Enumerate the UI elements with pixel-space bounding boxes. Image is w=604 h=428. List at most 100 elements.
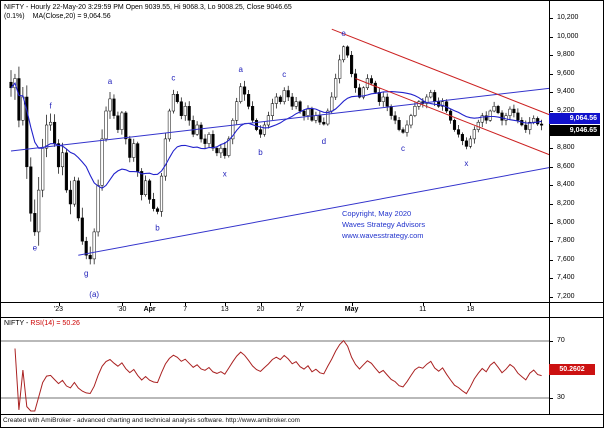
candle-body <box>17 78 21 121</box>
candle-body <box>452 120 457 130</box>
candle-body <box>314 115 318 121</box>
price-axis-tick <box>550 148 553 150</box>
wave-label: b <box>155 223 160 232</box>
candle-body <box>532 118 536 123</box>
candle-body <box>183 106 187 116</box>
candle-body <box>401 129 405 133</box>
candle-body <box>369 78 373 84</box>
candle-body <box>468 138 472 147</box>
candle-body <box>76 180 80 219</box>
candle-body <box>500 112 504 121</box>
candle-body <box>536 118 540 125</box>
price-chart-canvas[interactable]: e f g (a) a b c x a b c d e c x <box>1 1 549 302</box>
candle-body <box>144 180 148 195</box>
candle-body <box>373 82 377 93</box>
candle-body <box>247 94 251 107</box>
candle-body <box>136 143 140 172</box>
time-axis-tick <box>185 303 187 306</box>
candle-body <box>72 180 76 205</box>
candle-body <box>524 124 528 130</box>
candle-body <box>203 138 207 144</box>
candle-body <box>278 96 282 102</box>
rsi-title-symbol: NIFTY - <box>4 320 31 327</box>
rsi-chart-canvas[interactable] <box>1 318 549 414</box>
price-axis: 10,20010,0009,8009,6009,4009,2009,0008,8… <box>549 1 603 302</box>
time-axis-tick <box>300 303 302 306</box>
rsi-value-badge: 50.2602 <box>549 363 595 375</box>
price-axis-tick <box>550 55 553 57</box>
candle-body <box>353 73 358 89</box>
price-axis-label: 7,800 <box>557 237 575 245</box>
ma-value-badge: 9,064.56 <box>549 112 600 124</box>
candle-body <box>49 121 53 126</box>
candle-body <box>266 115 270 126</box>
time-axis-tick <box>149 303 151 306</box>
candle-body <box>397 120 401 130</box>
price-axis-tick <box>550 166 553 168</box>
wave-label: x <box>223 169 227 178</box>
time-axis: '23 '30 Apr 7 13 20 27 May 11 18 <box>1 303 549 317</box>
rsi-axis-tick <box>550 341 553 342</box>
candle-body <box>298 101 302 112</box>
candle-body <box>282 90 286 102</box>
wave-label: d <box>322 137 326 146</box>
candle-body <box>528 121 532 130</box>
candle-body <box>460 134 464 142</box>
time-axis-tick <box>58 303 60 306</box>
candle-body <box>37 189 41 233</box>
watermark-link: www.wavesstrategy.com <box>342 231 424 240</box>
candle-body <box>219 147 223 154</box>
candle-body <box>270 103 274 116</box>
wave-label: b <box>258 148 263 157</box>
wave-label: g <box>84 269 88 278</box>
candle-body <box>92 231 96 260</box>
rsi-line <box>14 339 542 412</box>
candle-body <box>286 90 290 98</box>
candle-body <box>425 96 429 104</box>
wave-label: e <box>33 244 38 253</box>
panel-divider <box>1 317 603 318</box>
watermark: Copyright, May 2020 Waves Strategy Advis… <box>342 208 425 241</box>
candle-body <box>504 115 508 121</box>
candle-body <box>389 106 393 116</box>
candle-body <box>100 138 104 186</box>
trendline-rising-channel-upper <box>10 87 549 152</box>
candle-body <box>294 101 298 107</box>
candle-body <box>393 115 397 121</box>
candle-body <box>302 110 306 116</box>
candle-body <box>175 94 179 102</box>
status-text: Created with AmiBroker - advanced charti… <box>3 417 300 424</box>
wave-label: a <box>108 77 113 86</box>
candle-body <box>207 134 211 144</box>
candle-body <box>108 98 112 112</box>
price-axis-label: 8,400 <box>557 181 575 189</box>
rsi-title: NIFTY - RSI(14) = 50.26 <box>4 320 80 327</box>
price-axis-tick <box>550 111 553 112</box>
candle-body <box>350 54 354 75</box>
candle-body <box>258 129 263 135</box>
candle-body <box>148 180 152 200</box>
candle-body <box>41 147 45 191</box>
candle-body <box>179 101 183 116</box>
trendline-falling-channel-upper <box>331 28 549 116</box>
candle-body <box>429 92 433 98</box>
price-axis-tick <box>550 222 553 224</box>
ma-legend: MA(Close,20) = 9,064.56 <box>32 13 111 20</box>
candle-body <box>405 124 409 133</box>
candle-body <box>433 92 437 102</box>
candle-body <box>80 217 84 242</box>
candle-body <box>496 106 500 114</box>
title-line2: (0.1%) MA(Close,20) = 9,064.56 <box>4 12 292 21</box>
candle-body <box>381 96 385 102</box>
status-bar: Created with AmiBroker - advanced charti… <box>1 414 603 427</box>
candle-body <box>512 108 516 114</box>
wave-label: e <box>341 29 346 38</box>
candle-body <box>318 115 322 123</box>
candle-body <box>128 138 132 158</box>
candle-body <box>326 110 330 125</box>
candle-body <box>334 78 338 98</box>
price-axis-label: 9,800 <box>557 51 575 59</box>
candle-body <box>124 112 128 140</box>
time-axis-label: 7 <box>183 306 188 313</box>
